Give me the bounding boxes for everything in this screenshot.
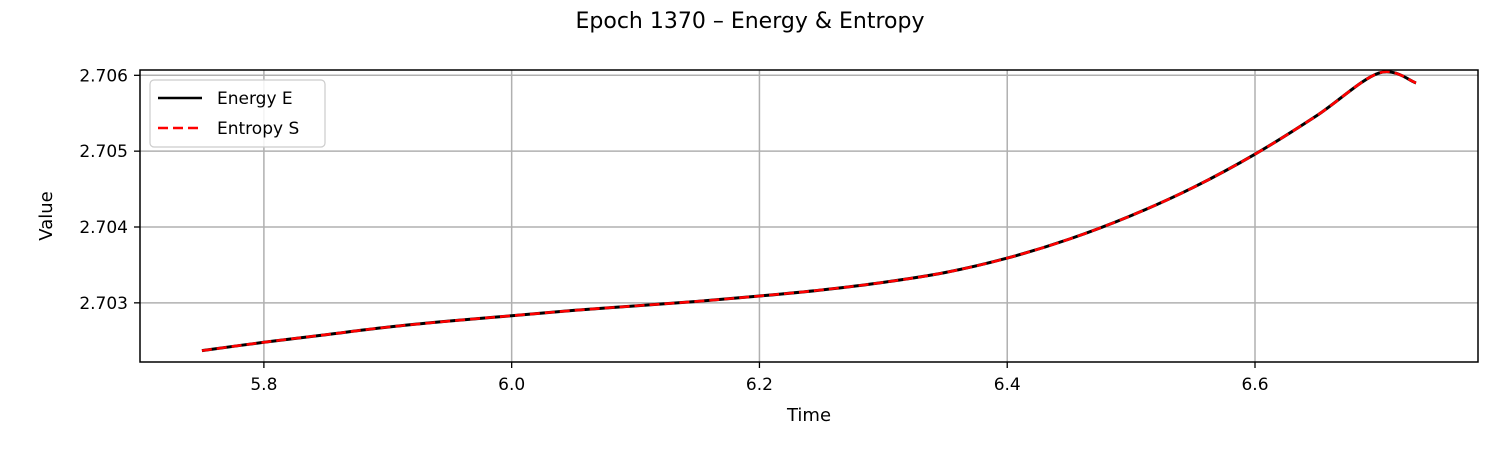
y-tick-label: 2.704 — [79, 218, 128, 238]
x-tick-label: 6.4 — [994, 375, 1021, 395]
x-tick-label: 6.2 — [746, 375, 773, 395]
series-layer — [201, 70, 1417, 353]
x-tick-label: 6.0 — [498, 375, 525, 395]
grid-layer — [140, 70, 1478, 362]
series-line-entropy-s — [201, 70, 1417, 352]
series-line-energy-e — [201, 70, 1417, 353]
legend: Energy E Entropy S — [149, 79, 326, 148]
x-tick-label: 6.6 — [1241, 375, 1268, 395]
plot-frame — [139, 69, 1479, 363]
y-tick-label: 2.706 — [79, 66, 128, 86]
y-axis-label: Value — [36, 191, 57, 240]
legend-label-entropy: Entropy S — [217, 119, 299, 139]
legend-label-energy: Energy E — [217, 89, 293, 109]
y-tick-label: 2.703 — [79, 294, 128, 314]
x-axis-label: Time — [786, 405, 831, 426]
ticks-layer: 5.8 6.0 6.2 6.4 6.6 2.703 2.704 2.705 2.706 — [79, 66, 1268, 395]
y-tick-label: 2.705 — [79, 142, 128, 162]
x-tick-label: 5.8 — [250, 375, 277, 395]
chart-title: Epoch 1370 – Energy & Entropy — [576, 9, 925, 34]
